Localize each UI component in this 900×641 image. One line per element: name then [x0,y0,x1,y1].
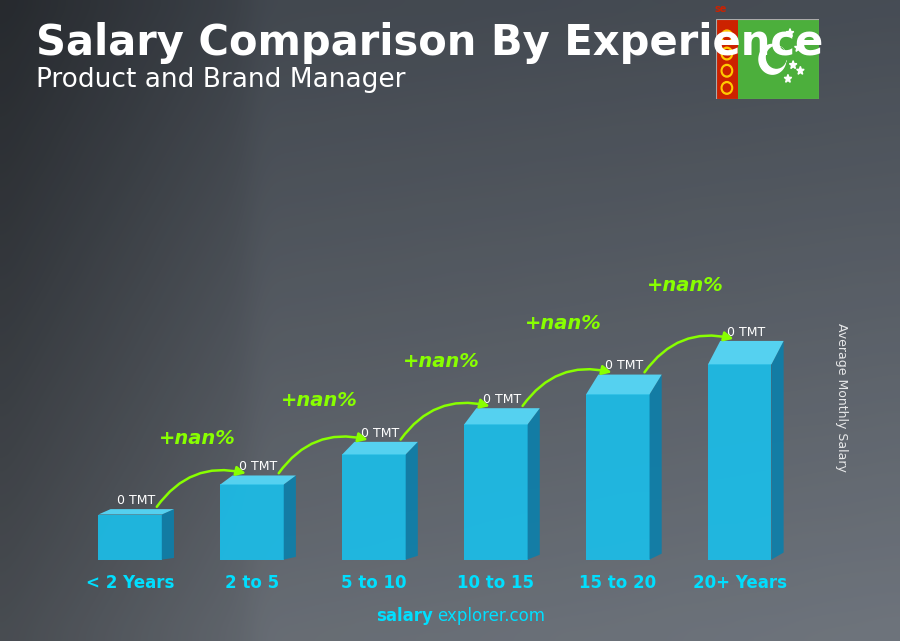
Polygon shape [771,341,784,560]
Text: explorer.com: explorer.com [437,607,545,625]
Text: se: se [715,3,727,13]
FancyArrowPatch shape [523,366,609,406]
Bar [716,19,738,99]
Polygon shape [586,394,650,560]
FancyArrowPatch shape [279,433,365,473]
Polygon shape [759,44,786,74]
Text: 0 TMT: 0 TMT [239,460,277,473]
Polygon shape [795,44,802,51]
Circle shape [721,30,733,43]
Text: +nan%: +nan% [646,276,724,295]
Polygon shape [220,485,284,560]
Polygon shape [284,476,296,560]
Polygon shape [98,509,174,515]
Polygon shape [796,67,804,74]
Circle shape [724,84,731,92]
Polygon shape [342,442,418,454]
Text: +nan%: +nan% [402,353,480,371]
Polygon shape [342,454,406,560]
FancyArrowPatch shape [400,400,487,440]
Polygon shape [708,364,771,560]
Circle shape [724,67,731,75]
Polygon shape [527,408,540,560]
Polygon shape [464,424,527,560]
Text: +nan%: +nan% [525,314,601,333]
Circle shape [721,81,733,94]
Text: salary: salary [376,607,433,625]
FancyArrowPatch shape [644,333,731,372]
Circle shape [724,33,731,40]
Polygon shape [162,509,174,560]
Circle shape [767,46,787,68]
Polygon shape [787,29,794,37]
Text: Product and Brand Manager: Product and Brand Manager [36,67,406,94]
Polygon shape [220,476,296,485]
Circle shape [724,49,731,58]
Polygon shape [586,374,662,394]
Polygon shape [789,61,796,69]
Polygon shape [650,374,662,560]
Polygon shape [98,515,162,560]
FancyArrowPatch shape [157,467,243,507]
Text: Salary Comparison By Experience: Salary Comparison By Experience [36,22,824,65]
Polygon shape [708,341,784,364]
Text: +nan%: +nan% [281,390,357,410]
Text: Average Monthly Salary: Average Monthly Salary [835,323,848,472]
Text: 0 TMT: 0 TMT [482,393,521,406]
Text: 0 TMT: 0 TMT [605,360,643,372]
Circle shape [721,47,733,60]
Text: 0 TMT: 0 TMT [361,427,400,440]
Text: 0 TMT: 0 TMT [726,326,765,339]
Text: +nan%: +nan% [158,429,236,447]
Circle shape [721,65,733,77]
Polygon shape [784,74,792,82]
Polygon shape [464,408,540,424]
Polygon shape [406,442,418,560]
Text: 0 TMT: 0 TMT [117,494,156,507]
